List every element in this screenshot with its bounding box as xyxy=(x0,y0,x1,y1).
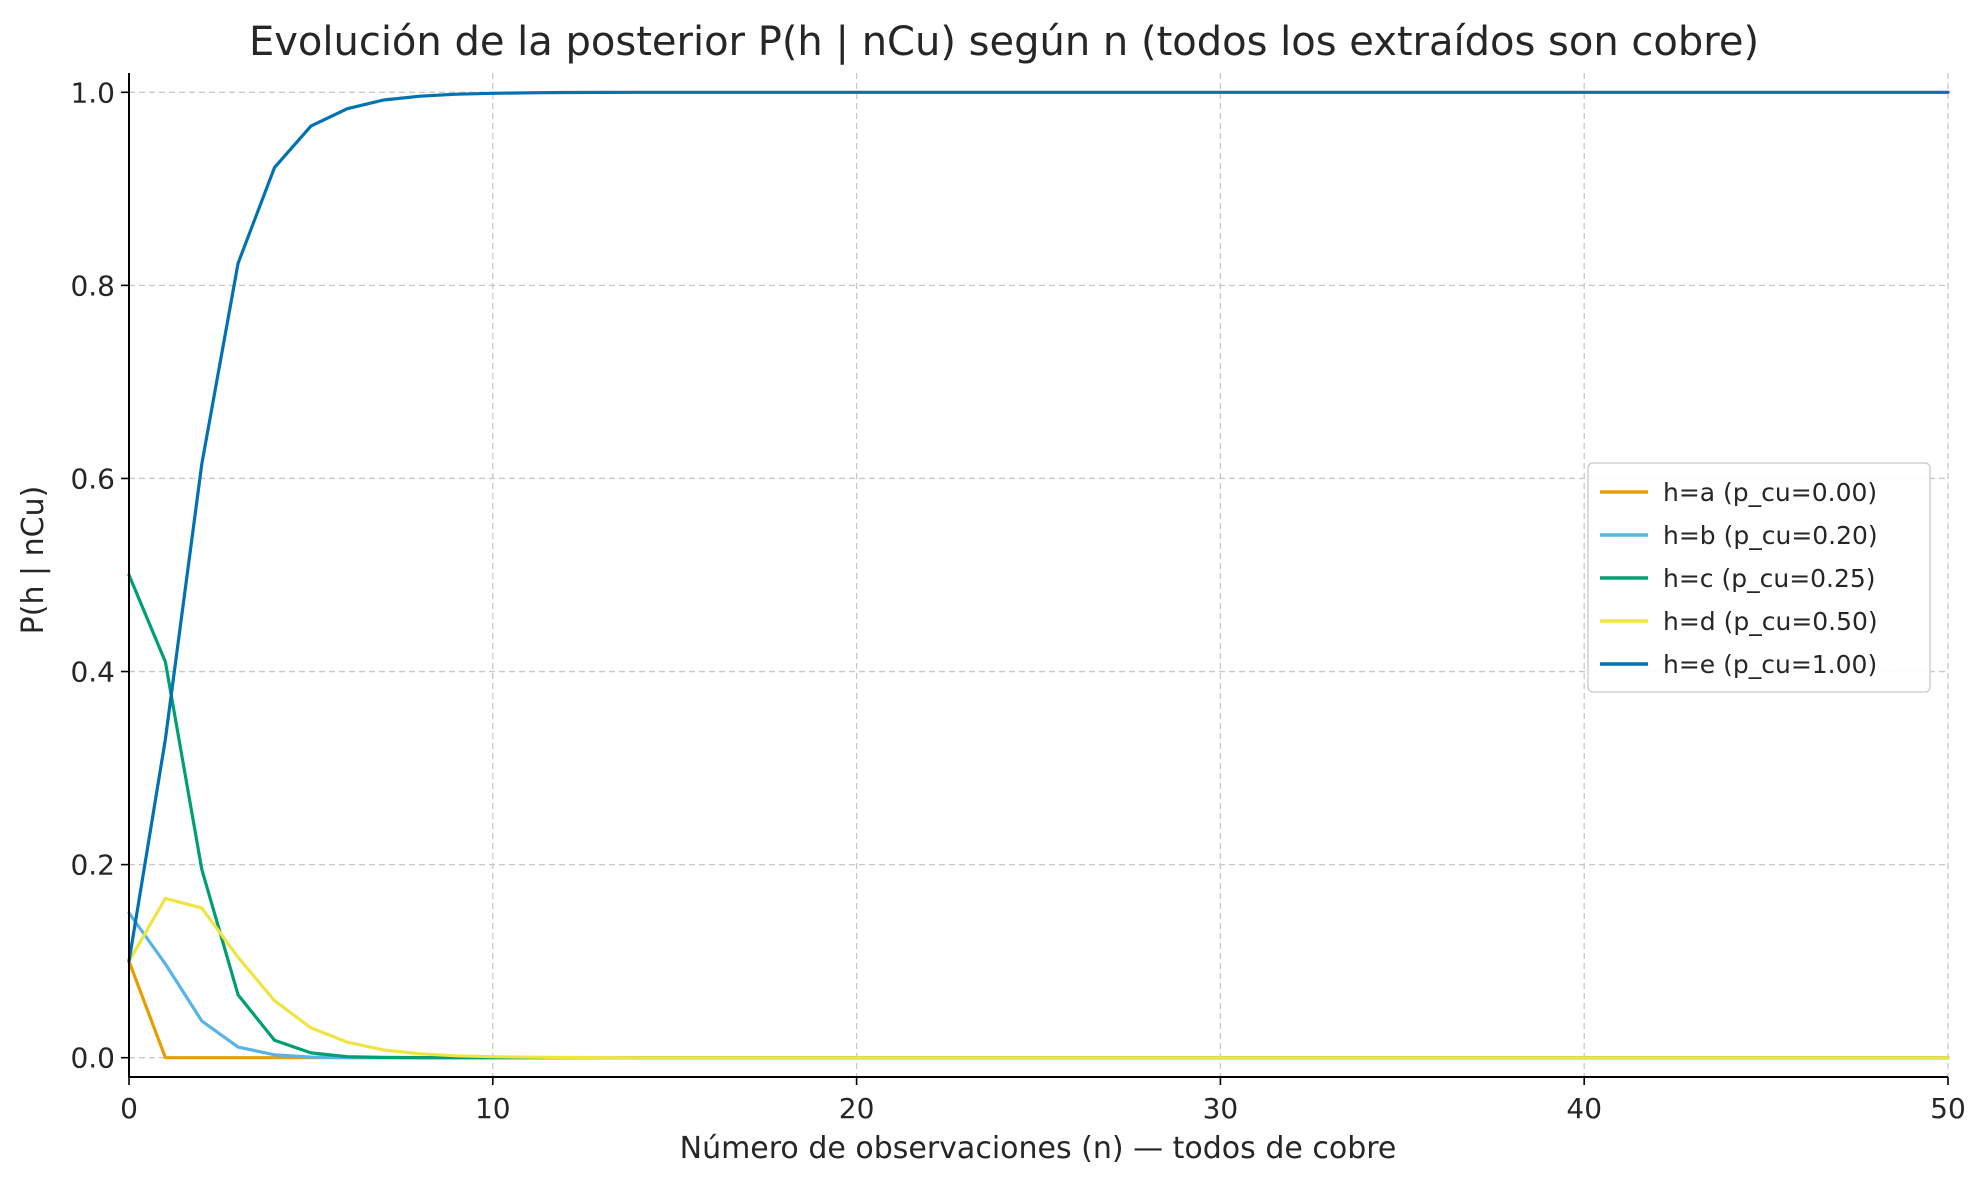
legend-label: h=e (p_cu=1.00) xyxy=(1663,650,1877,679)
y-axis-title: P(h | nCu) xyxy=(16,486,51,635)
series-lines xyxy=(127,90,1950,1060)
y-tick-label: 0.8 xyxy=(70,269,115,302)
y-tick-label: 0.0 xyxy=(70,1042,115,1075)
series-line-a xyxy=(127,959,1950,1060)
legend-label: h=c (p_cu=0.25) xyxy=(1663,564,1876,593)
x-tick-label: 10 xyxy=(475,1092,511,1125)
y-tick-label: 0.4 xyxy=(70,656,115,689)
y-tick-label: 0.6 xyxy=(70,462,115,495)
legend-label: h=d (p_cu=0.50) xyxy=(1663,607,1878,636)
x-tick-label: 40 xyxy=(1566,1092,1602,1125)
x-tick-label: 20 xyxy=(839,1092,875,1125)
series-line-b xyxy=(127,911,1950,1060)
x-axis-title: Número de observaciones (n) — todos de c… xyxy=(680,1131,1397,1166)
y-tick-label: 1.0 xyxy=(70,76,115,109)
axes xyxy=(128,73,1948,1078)
series-line-e xyxy=(127,90,1950,963)
chart-title: Evolución de la posterior P(h | nCu) seg… xyxy=(249,19,1759,65)
x-ticks: 0 10 20 30 40 50 xyxy=(120,1077,1966,1125)
x-tick-label: 30 xyxy=(1203,1092,1239,1125)
series-line-d xyxy=(127,896,1950,1060)
y-ticks: 0.0 0.2 0.4 0.6 0.8 1.0 xyxy=(70,76,129,1075)
legend-label: h=b (p_cu=0.20) xyxy=(1663,521,1878,550)
legend: h=a (p_cu=0.00) h=b (p_cu=0.20) h=c (p_cu=… xyxy=(1587,462,1931,693)
legend-box xyxy=(1587,462,1931,693)
legend-label: h=a (p_cu=0.00) xyxy=(1663,478,1877,507)
y-tick-label: 0.2 xyxy=(70,849,115,882)
x-tick-label: 0 xyxy=(120,1092,138,1125)
x-tick-label: 50 xyxy=(1930,1092,1966,1125)
